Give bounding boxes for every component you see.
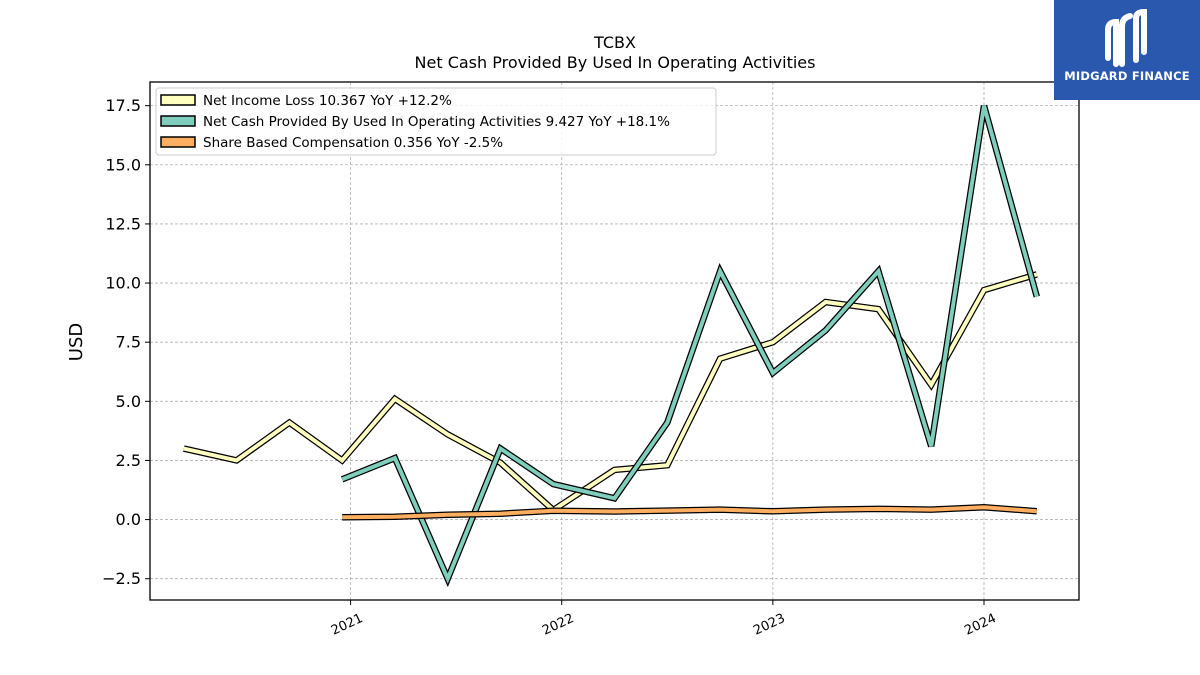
y-axis: −2.5 0.0 2.5 5.0 7.5 10.0 12.5 15.0 17.5 <box>102 96 150 588</box>
midgard-logo-icon <box>1105 8 1147 67</box>
x-tick-label: 2024 <box>962 611 998 639</box>
series-line <box>183 272 1038 513</box>
y-axis-label: USD <box>66 323 87 361</box>
x-tick-label: 2022 <box>540 611 576 639</box>
y-tick-label: 17.5 <box>105 96 141 115</box>
legend-swatch <box>160 115 196 127</box>
legend: Net Income Loss 10.367 YoY +12.2% Net Cas… <box>155 87 717 156</box>
series-0 <box>183 271 1038 515</box>
brand-logo: MIDGARD FINANCE <box>1054 0 1200 100</box>
legend-label: Net Cash Provided By Used In Operating A… <box>203 114 670 130</box>
series-1 <box>340 104 1040 588</box>
y-tick-label: 15.0 <box>105 155 141 174</box>
logo-text: MIDGARD FINANCE <box>1064 69 1190 83</box>
y-tick-label: 12.5 <box>105 214 141 233</box>
y-tick-label: 2.5 <box>116 451 141 470</box>
chart-title: TCBX <box>593 33 636 52</box>
x-tick-label: 2021 <box>329 611 365 639</box>
legend-label: Share Based Compensation 0.356 YoY -2.5% <box>203 135 503 151</box>
plot-frame <box>149 81 1080 601</box>
chart-subtitle: Net Cash Provided By Used In Operating A… <box>415 53 816 72</box>
legend-box <box>155 87 717 156</box>
x-tick-label: 2023 <box>751 611 787 639</box>
y-tick-label: 10.0 <box>105 274 141 293</box>
x-axis: 2021 2022 2023 2024 <box>329 600 999 639</box>
y-tick-label: −2.5 <box>102 569 141 588</box>
y-tick-label: 0.0 <box>116 510 141 529</box>
series-layer <box>183 104 1040 588</box>
grid <box>150 82 1079 600</box>
y-tick-label: 5.0 <box>116 392 141 411</box>
series-line <box>341 105 1039 584</box>
series-line <box>342 505 1037 520</box>
legend-swatch <box>160 94 196 106</box>
series-2 <box>342 504 1038 521</box>
legend-swatch <box>160 136 196 148</box>
y-tick-label: 7.5 <box>116 333 141 352</box>
legend-label: Net Income Loss 10.367 YoY +12.2% <box>203 93 452 109</box>
